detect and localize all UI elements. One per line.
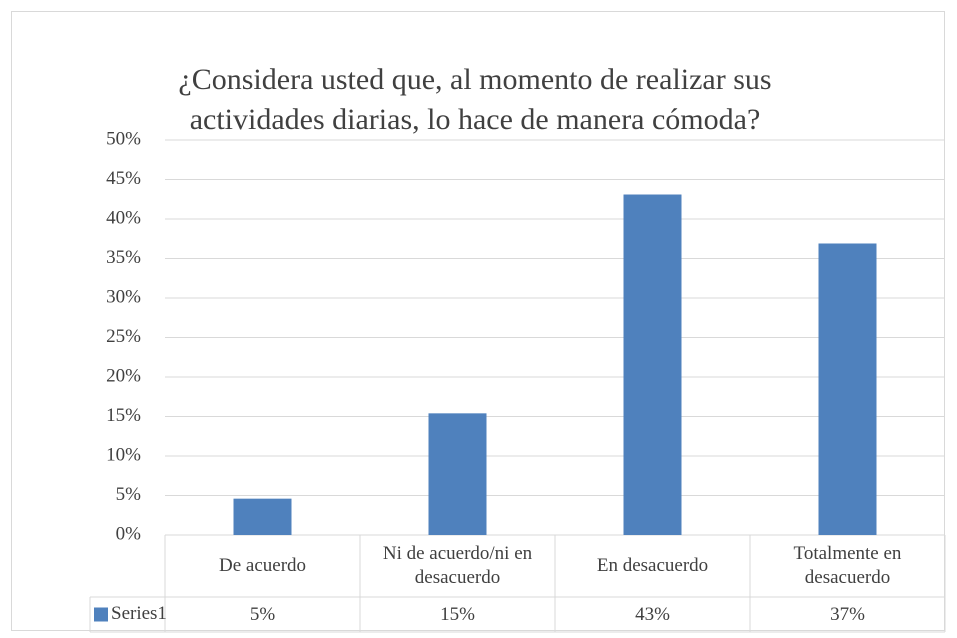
y-tick-label: 25% (106, 326, 141, 347)
bar (818, 243, 877, 536)
y-tick-label: 45% (106, 168, 141, 189)
chart-frame (11, 11, 945, 631)
y-tick-label: 0% (116, 523, 142, 544)
data-label: 43% (635, 603, 670, 625)
y-tick-label: 40% (106, 207, 141, 228)
bar (233, 498, 292, 535)
y-tick-label: 10% (106, 444, 141, 465)
y-tick-label: 5% (116, 484, 142, 505)
y-tick-label: 15% (106, 405, 141, 426)
chart-title: ¿Considera usted que, al momento de real… (178, 63, 772, 136)
data-label: 5% (249, 603, 276, 625)
legend-label: Series1 (111, 603, 167, 624)
y-tick-label: 20% (106, 365, 141, 386)
data-label: 37% (830, 603, 865, 625)
y-tick-label: 30% (106, 286, 141, 307)
y-tick-label: 50% (106, 128, 141, 149)
bar (623, 194, 682, 535)
bar (428, 413, 487, 535)
category-label: De acuerdo (218, 555, 307, 576)
category-label: Ni de acuerdo/ni en desacuerdo (382, 543, 533, 588)
legend-key (94, 607, 108, 622)
category-label: En desacuerdo (596, 555, 709, 576)
data-label: 15% (440, 603, 475, 625)
category-label: Totalmente en desacuerdo (793, 543, 902, 588)
y-tick-label: 35% (106, 247, 141, 268)
